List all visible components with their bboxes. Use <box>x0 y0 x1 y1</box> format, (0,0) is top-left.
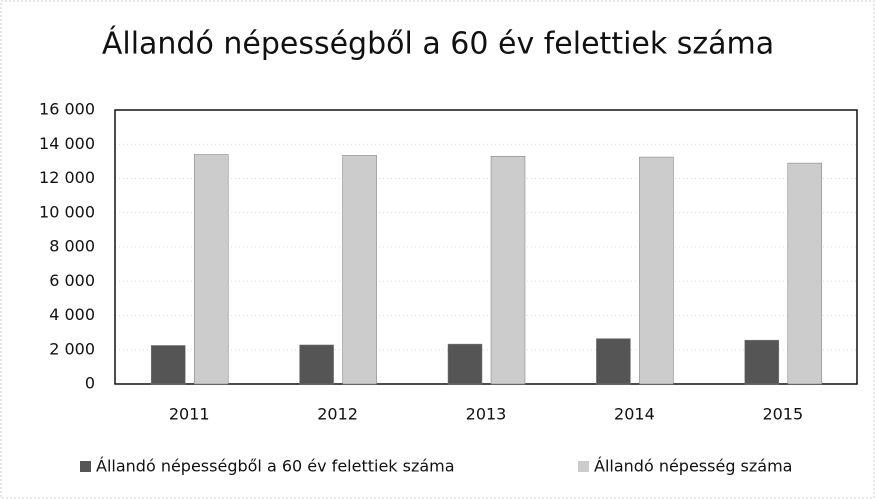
y-tick-label: 4 000 <box>49 305 95 324</box>
plot-area <box>114 109 858 385</box>
y-tick-label: 6 000 <box>49 271 95 290</box>
y-tick-label: 0 <box>85 374 95 393</box>
x-tick-label: 2013 <box>466 405 507 424</box>
legend-swatch <box>578 461 589 472</box>
x-tick-label: 2011 <box>169 405 210 424</box>
x-tick-label: 2015 <box>762 405 803 424</box>
bar <box>447 343 483 385</box>
y-tick-label: 16 000 <box>39 100 95 119</box>
chart-title: Állandó népességből a 60 év felettiek sz… <box>102 26 774 62</box>
legend-swatch <box>80 461 91 472</box>
bar <box>490 155 526 385</box>
y-tick-label: 10 000 <box>39 202 95 221</box>
legend-label: Állandó népesség száma <box>594 457 792 476</box>
legend-label: Állandó népességből a 60 év felettiek sz… <box>96 457 455 476</box>
x-tick-label: 2014 <box>614 405 655 424</box>
bar <box>744 339 780 385</box>
bar <box>787 162 823 385</box>
bar <box>193 154 229 385</box>
y-tick-label: 2 000 <box>49 339 95 358</box>
bar <box>596 338 631 385</box>
bar <box>342 155 377 385</box>
bar <box>150 345 186 385</box>
y-tick-label: 14 000 <box>39 134 95 153</box>
bar <box>639 156 674 385</box>
y-tick-label: 8 000 <box>49 237 95 256</box>
x-tick-label: 2012 <box>317 405 358 424</box>
y-tick-label: 12 000 <box>39 168 95 187</box>
bar <box>299 344 334 385</box>
